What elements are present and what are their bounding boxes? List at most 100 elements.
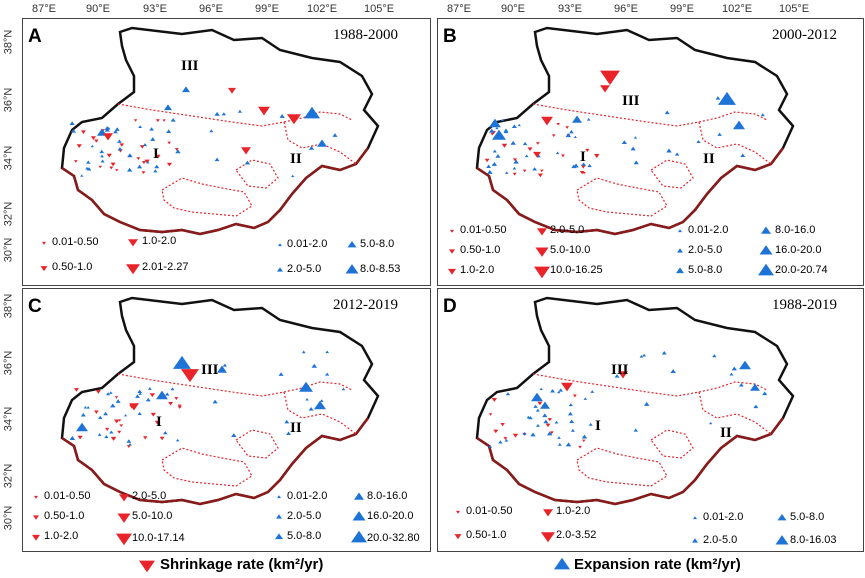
shrinkage-marker	[488, 413, 493, 416]
legend-label: 0.50-1.0	[44, 510, 85, 522]
legend-label: 10.0-17.14	[132, 532, 185, 544]
shrinkage-marker	[126, 445, 131, 449]
legend-expand-marker	[345, 264, 359, 274]
expansion-marker	[630, 146, 636, 151]
subregion-boundary	[650, 159, 694, 189]
shrinkage-marker	[537, 173, 544, 178]
legend-label: 2.0-5.0	[703, 534, 738, 546]
legend-expand-marker	[693, 516, 697, 520]
expansion-marker	[718, 91, 736, 105]
legend-label: 5.0-8.0	[790, 511, 825, 523]
shrinkage-marker	[547, 418, 552, 422]
expansion-marker	[114, 127, 120, 131]
expansion-marker	[166, 129, 172, 134]
expansion-marker	[573, 135, 577, 139]
expansion-marker	[530, 432, 536, 437]
expansion-marker	[557, 442, 562, 446]
legend-label: 2.0-5.0	[287, 510, 322, 522]
expansion-marker	[105, 392, 111, 396]
province-outline	[60, 296, 380, 506]
x-tick: 102°E	[722, 3, 753, 15]
expansion-marker	[633, 428, 638, 432]
panel-letter: C	[28, 296, 42, 317]
expansion-marker	[99, 149, 105, 154]
shrinkage-marker	[578, 445, 582, 449]
expansion-marker	[738, 383, 744, 387]
expansion-marker	[110, 403, 116, 408]
expansion-marker	[109, 430, 114, 434]
shrinkage-marker	[527, 147, 533, 151]
expansion-marker	[109, 391, 113, 394]
expansion-marker	[511, 124, 517, 129]
legend-label: 0.01-0.50	[460, 224, 507, 236]
legend-label: 2.0-5.0	[688, 244, 723, 256]
shrinkage-marker	[143, 436, 148, 440]
shrinkage-marker	[74, 160, 78, 163]
shrinkage-marker	[113, 419, 120, 424]
expansion-marker	[147, 387, 152, 390]
expansion-marker	[100, 154, 104, 158]
expansion-marker	[569, 129, 574, 134]
legend-label: 5.0-8.0	[360, 238, 395, 250]
legend-expand-marker	[692, 538, 698, 543]
shrinkage-marker	[541, 116, 553, 126]
legend-expand-marker	[758, 263, 774, 276]
expansion-marker	[565, 442, 572, 447]
expansion-marker	[489, 118, 501, 128]
expansion-marker	[325, 350, 329, 354]
shrinkage-marker	[155, 119, 160, 123]
shrinkage-marker	[159, 436, 165, 441]
expansion-marker	[581, 434, 588, 439]
legend-label: 2.0-5.0	[132, 490, 167, 502]
region-label: III	[622, 93, 640, 109]
expansion-marker	[587, 163, 592, 168]
expansion-marker	[554, 420, 559, 424]
x-tick: 99°E	[255, 3, 279, 15]
subregion-boundary	[650, 429, 694, 459]
shrinkage-marker	[556, 122, 561, 126]
shrinkage-marker	[500, 423, 505, 427]
expansion-marker	[614, 374, 620, 378]
legend-shrink-marker	[126, 264, 140, 275]
expansion-marker	[163, 431, 168, 435]
expansion-marker	[633, 160, 639, 165]
expansion-marker	[572, 115, 582, 123]
shrinkage-marker	[119, 424, 124, 428]
panel-letter: B	[443, 26, 457, 47]
expansion-marker	[97, 433, 102, 436]
legend-label: 5.0-8.0	[287, 530, 322, 542]
legend-label: 0.50-1.0	[52, 261, 93, 273]
expansion-marker	[517, 123, 521, 127]
legend-shrink-marker	[32, 534, 40, 541]
x-tick: 96°E	[199, 3, 223, 15]
expansion-marker	[555, 151, 560, 155]
panel-b	[437, 18, 864, 286]
shrinkage-marker	[77, 435, 83, 440]
legend-expand-marker	[676, 267, 684, 274]
panel-letter: D	[443, 296, 457, 317]
expansion-marker	[83, 406, 88, 409]
expansion-marker	[522, 432, 527, 435]
expansion-marker	[154, 164, 160, 169]
shrinkage-marker	[174, 397, 179, 401]
expansion-marker	[512, 166, 517, 170]
expansion-marker	[115, 399, 121, 403]
shrinkage-marker	[549, 431, 554, 435]
shrinkage-marker	[545, 423, 551, 428]
shrinkage-marker	[141, 171, 146, 175]
legend-shrink-marker	[42, 241, 46, 245]
shrinkage-marker	[133, 119, 138, 122]
expansion-marker	[522, 141, 528, 146]
expansion-marker	[291, 174, 295, 178]
expansion-marker	[305, 398, 309, 401]
shrinkage-marker	[119, 143, 125, 147]
shrinkage-marker	[167, 141, 171, 145]
expansion-marker	[126, 439, 132, 443]
shrinkage-marker	[258, 106, 270, 116]
expansion-marker	[214, 111, 220, 116]
expansion-marker	[708, 421, 713, 425]
expansion-marker	[314, 400, 326, 410]
subregion-boundary	[698, 391, 772, 435]
x-tick: 93°E	[143, 3, 167, 15]
expansion-marker	[80, 412, 86, 417]
